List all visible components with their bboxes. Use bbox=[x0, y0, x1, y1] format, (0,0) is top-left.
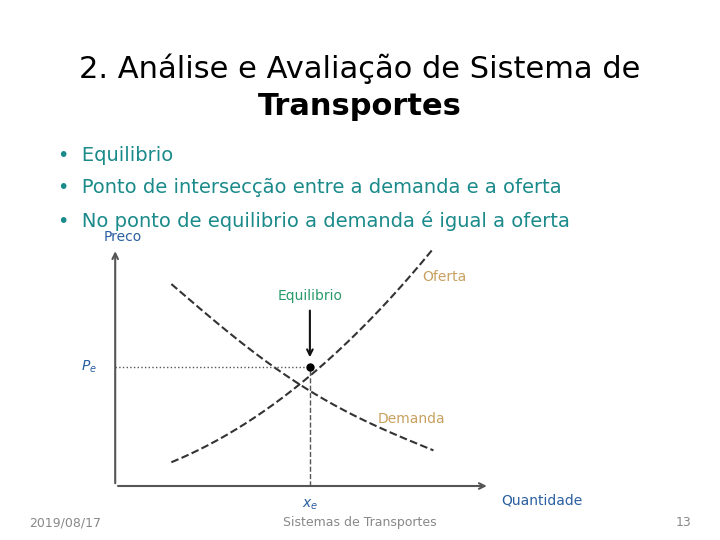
Text: •  Ponto de intersecção entre a demanda e a oferta: • Ponto de intersecção entre a demanda e… bbox=[58, 178, 561, 197]
Text: Equilibrio: Equilibrio bbox=[277, 289, 343, 303]
Text: •  No ponto de equilibrio a demanda é igual a oferta: • No ponto de equilibrio a demanda é igu… bbox=[58, 211, 570, 231]
Text: 2019/08/17: 2019/08/17 bbox=[29, 516, 101, 529]
Text: Sistemas de Transportes: Sistemas de Transportes bbox=[283, 516, 437, 529]
Text: Preco: Preco bbox=[104, 230, 143, 244]
Text: 13: 13 bbox=[675, 516, 691, 529]
Text: Demanda: Demanda bbox=[377, 413, 445, 427]
Text: Transportes: Transportes bbox=[258, 92, 462, 121]
Text: Oferta: Oferta bbox=[422, 270, 467, 284]
Text: Quantidade: Quantidade bbox=[501, 493, 582, 507]
Text: $x_e$: $x_e$ bbox=[302, 498, 318, 512]
Text: 2. Análise e Avaliação de Sistema de: 2. Análise e Avaliação de Sistema de bbox=[79, 54, 641, 84]
Text: $P_e$: $P_e$ bbox=[81, 359, 96, 375]
Text: •  Equilibrio: • Equilibrio bbox=[58, 146, 173, 165]
